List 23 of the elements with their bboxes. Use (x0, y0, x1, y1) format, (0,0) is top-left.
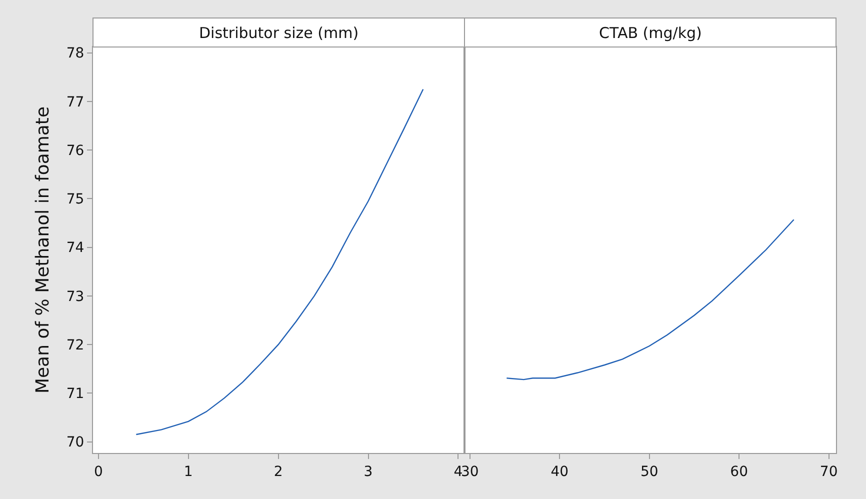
x-tick-label: 60 (730, 464, 748, 480)
x-tick-label: 70 (820, 464, 838, 480)
x-tick-label: 1 (184, 464, 193, 480)
y-tick-label: 76 (66, 142, 84, 159)
chart-title: CTAB (mg/kg) (599, 24, 702, 42)
y-tick-label: 72 (66, 337, 84, 354)
x-tick-label: 3 (364, 464, 373, 480)
y-tick-label: 78 (66, 46, 84, 62)
y-tick-label: 74 (66, 240, 84, 256)
y-tick-label: 71 (66, 386, 84, 402)
chart-title: Distributor size (mm) (199, 24, 359, 42)
x-tick-label: 2 (274, 464, 283, 480)
x-tick-label: 40 (550, 464, 569, 480)
y-axis-title: Mean of % Methanol in foamate (32, 106, 54, 394)
y-tick-label: 77 (66, 94, 84, 110)
line-series (136, 88, 424, 436)
x-tick-label: 50 (640, 464, 658, 480)
y-tick-label: 70 (66, 434, 84, 451)
x-tick-label: 30 (460, 464, 479, 480)
y-tick-label: 75 (66, 192, 84, 208)
y-tick-label: 73 (66, 288, 84, 305)
x-tick-label: 0 (94, 464, 103, 480)
x-tick-label: 4 (454, 464, 463, 480)
